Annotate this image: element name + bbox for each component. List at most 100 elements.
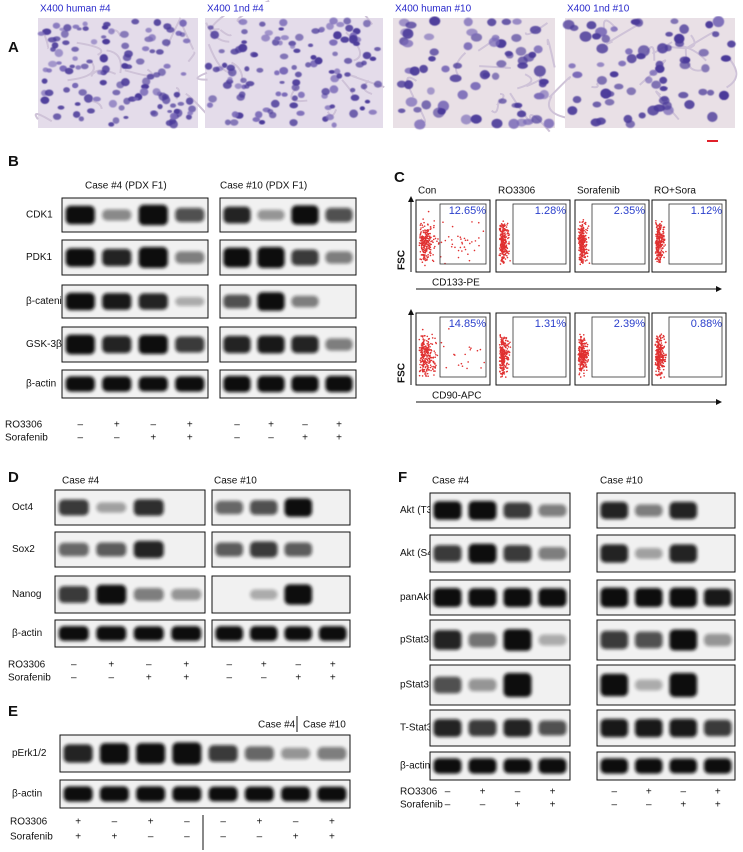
nucleus [179, 32, 186, 37]
event-dot [425, 374, 427, 377]
event-dot [658, 339, 661, 342]
nucleus [141, 83, 150, 90]
nucleus [701, 64, 710, 73]
band [291, 205, 319, 225]
nucleus [355, 61, 364, 68]
nucleus [533, 65, 546, 77]
band [703, 633, 732, 647]
blot-strip [211, 489, 351, 526]
treatment-sign: + [75, 832, 81, 843]
nucleus [414, 119, 426, 130]
event-dot [659, 226, 661, 229]
event-dot [662, 251, 665, 254]
nucleus [54, 48, 64, 58]
treatment-sign: – [445, 800, 451, 811]
event-dot [423, 370, 425, 373]
band [291, 295, 319, 308]
event-dot [659, 261, 661, 264]
treatment-sign: – [71, 673, 77, 684]
image-caption: X400 1nd #4 [207, 4, 264, 15]
event-dot [429, 242, 431, 245]
event-dot [464, 248, 467, 251]
blot-strip [54, 489, 206, 526]
nucleus [102, 38, 111, 45]
band [634, 631, 663, 649]
event-dot [658, 335, 661, 338]
nucleus [429, 16, 441, 26]
event-dot [503, 350, 506, 353]
nucleus [60, 30, 69, 38]
band [223, 294, 251, 309]
event-dot [499, 371, 501, 373]
event-dot [659, 232, 661, 235]
stroma [525, 76, 543, 88]
gate [591, 316, 646, 378]
blot-bg [211, 531, 351, 568]
event-dot [654, 343, 657, 346]
event-dot [418, 338, 421, 341]
event-dot [582, 241, 585, 244]
event-dot [429, 232, 431, 235]
event-dot [422, 242, 425, 245]
band [244, 786, 274, 802]
event-dot [418, 374, 421, 377]
event-dot [582, 365, 584, 368]
event-dot [479, 348, 482, 351]
event-dot [423, 249, 426, 252]
event-dot [506, 232, 509, 235]
event-dot [422, 353, 425, 356]
percent-label: 12.65% [449, 205, 487, 217]
event-dot [450, 245, 453, 248]
band [249, 589, 278, 600]
event-dot [428, 337, 431, 340]
event-dot [659, 364, 662, 366]
event-dot [582, 231, 584, 233]
event-dot [502, 220, 505, 222]
band [175, 376, 205, 392]
event-dot [658, 363, 660, 366]
event-dot [419, 363, 421, 366]
band [538, 634, 567, 646]
event-dot [580, 346, 583, 349]
event-dot [507, 356, 509, 359]
event-dot [431, 365, 433, 368]
blot-strip [596, 579, 736, 616]
event-dot [421, 328, 424, 331]
event-dot [584, 260, 587, 262]
nucleus [651, 80, 662, 89]
event-dot [428, 247, 430, 249]
nucleus [99, 54, 109, 63]
nucleus [504, 50, 513, 57]
nucleus [139, 87, 149, 96]
blot-bg [211, 575, 351, 614]
nucleus [218, 49, 225, 54]
caption-bg [39, 2, 197, 16]
blot-strip [429, 664, 571, 706]
event-dot [502, 367, 505, 369]
nucleus [145, 27, 152, 33]
event-dot [654, 252, 657, 254]
band [63, 744, 93, 763]
event-dot [418, 347, 421, 349]
event-dot [428, 238, 430, 240]
nucleus [227, 76, 233, 82]
band [503, 719, 532, 737]
band [468, 719, 497, 737]
band [325, 251, 353, 264]
event-dot [585, 241, 588, 243]
event-dot [503, 368, 506, 370]
event-dot [424, 357, 427, 360]
event-dot [499, 252, 502, 255]
event-dot [658, 241, 661, 243]
event-dot [428, 358, 431, 360]
event-dot [507, 345, 510, 348]
event-dot [656, 340, 659, 342]
blot-strip [61, 369, 209, 399]
treatment-sign: – [184, 832, 190, 843]
event-dot [578, 346, 581, 348]
nucleus [170, 103, 177, 108]
band [133, 626, 164, 641]
event-dot [461, 242, 464, 245]
nucleus [479, 69, 490, 80]
event-dot [432, 360, 435, 363]
